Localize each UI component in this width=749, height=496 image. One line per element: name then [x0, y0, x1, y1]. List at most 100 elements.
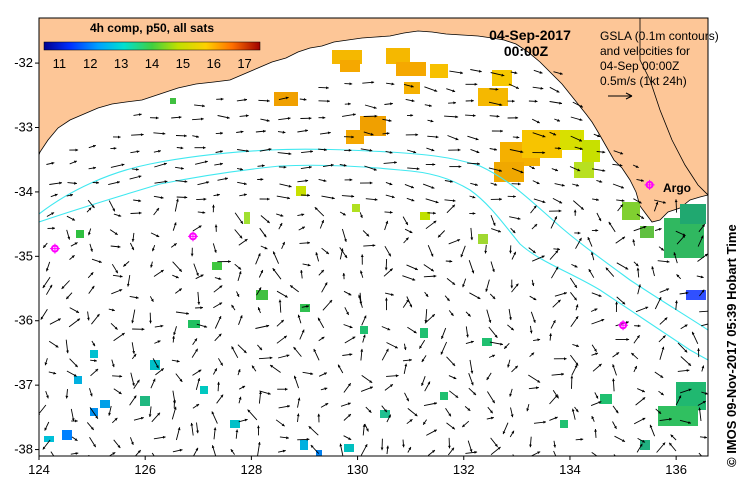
velocity-arrow [489, 87, 499, 91]
velocity-arrow [587, 236, 593, 247]
velocity-arrow [596, 212, 602, 222]
velocity-arrow [276, 319, 285, 327]
velocity-arrow [424, 86, 438, 92]
velocity-arrow [386, 374, 399, 378]
legend-line-3: 04-Sep 00:00Z [600, 59, 679, 73]
velocity-arrow [631, 352, 639, 360]
velocity-arrow [470, 182, 479, 186]
velocity-arrow [659, 317, 668, 325]
velocity-arrow [528, 247, 536, 254]
velocity-arrow [361, 315, 367, 326]
velocity-arrow [509, 388, 513, 397]
velocity-arrow [214, 277, 222, 280]
velocity-arrow [699, 289, 705, 297]
velocity-arrow [486, 416, 494, 420]
velocity-arrow [677, 342, 688, 353]
velocity-arrow [554, 183, 565, 187]
velocity-arrow [153, 269, 164, 277]
velocity-arrow [489, 148, 498, 151]
velocity-arrow [276, 290, 288, 298]
velocity-arrow [131, 133, 144, 137]
velocity-arrow [322, 163, 334, 168]
velocity-arrow [110, 147, 117, 150]
velocity-arrow [405, 133, 419, 137]
velocity-arrow [110, 163, 125, 168]
velocity-arrow [154, 340, 161, 344]
velocity-arrow [658, 246, 665, 251]
velocity-arrow [129, 295, 139, 299]
velocity-arrow [470, 227, 474, 241]
velocity-arrow [658, 390, 664, 396]
velocity-arrow [549, 333, 552, 341]
velocity-arrow [278, 96, 289, 101]
velocity-arrow [675, 300, 678, 310]
velocity-arrow [340, 402, 351, 407]
velocity-arrow [110, 322, 118, 330]
velocity-arrow [549, 131, 557, 136]
velocity-arrow [301, 305, 310, 308]
velocity-arrow [238, 315, 243, 325]
velocity-arrow [448, 437, 451, 449]
velocity-arrow [257, 425, 260, 436]
velocity-arrow [126, 275, 131, 287]
velocity-arrow [148, 406, 152, 418]
velocity-arrow [279, 436, 289, 440]
velocity-arrow [441, 327, 447, 340]
velocity-arrow [61, 280, 70, 290]
velocity-arrows [39, 69, 708, 456]
velocity-arrow [403, 343, 407, 351]
velocity-arrow [69, 160, 78, 165]
velocity-arrow [698, 223, 706, 233]
velocity-arrow [173, 326, 177, 336]
velocity-arrow [365, 198, 378, 201]
velocity-arrow [532, 86, 544, 90]
velocity-arrow [654, 296, 662, 310]
velocity-arrow [449, 70, 464, 75]
velocity-arrow [214, 162, 223, 166]
velocity-arrow [486, 372, 492, 381]
velocity-arrow [65, 339, 69, 354]
velocity-arrow [591, 352, 599, 356]
velocity-arrow [318, 336, 325, 342]
velocity-arrow [197, 181, 210, 186]
velocity-arrow [46, 261, 51, 272]
velocity-arrow [403, 83, 414, 88]
velocity-arrow [319, 219, 325, 229]
velocity-arrow [488, 167, 503, 172]
velocity-arrow [150, 261, 153, 268]
velocity-arrow [635, 397, 646, 406]
velocity-arrow [404, 228, 413, 234]
velocity-arrow [314, 206, 325, 217]
legend-line-4: 0.5m/s (1kt 24h) [600, 74, 687, 88]
velocity-arrow [108, 308, 115, 312]
velocity-arrow [386, 342, 398, 349]
velocity-arrow [276, 213, 284, 217]
velocity-arrow [293, 346, 302, 357]
velocity-arrow [574, 406, 579, 413]
velocity-arrow [575, 304, 579, 311]
velocity-arrow [382, 118, 392, 122]
velocity-arrow [427, 245, 434, 257]
colorbar-ticks: 11 12 13 14 15 16 17 [53, 56, 252, 71]
velocity-arrow [91, 258, 102, 263]
velocity-arrow [88, 144, 96, 149]
velocity-arrow [40, 308, 48, 320]
colorbar-tick-label: 12 [83, 56, 97, 71]
velocity-arrow [256, 287, 262, 296]
velocity-arrow [612, 421, 617, 430]
velocity-arrow [615, 236, 626, 244]
velocity-arrow [656, 442, 666, 453]
velocity-arrow [192, 117, 204, 121]
velocity-arrow [529, 295, 537, 301]
colorbar-tick-label: 16 [206, 56, 220, 71]
velocity-arrow [591, 344, 597, 353]
velocity-arrow [511, 182, 521, 186]
velocity-arrow [133, 113, 142, 116]
velocity-arrow [296, 413, 300, 423]
velocity-arrow [549, 394, 559, 405]
velocity-arrow [384, 292, 394, 296]
velocity-arrow [528, 374, 541, 383]
velocity-arrow [531, 279, 535, 287]
velocity-arrow [490, 182, 498, 186]
velocity-arrow [407, 326, 417, 334]
